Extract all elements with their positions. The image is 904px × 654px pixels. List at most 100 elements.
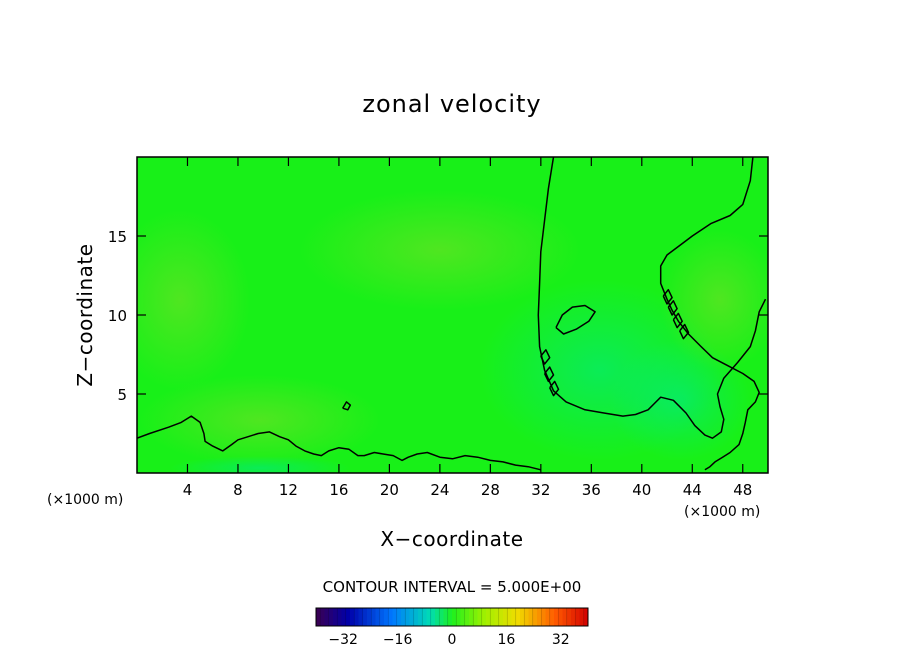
- x-tick-label: 16: [329, 481, 348, 499]
- contour-line: [679, 323, 690, 340]
- contour-line: [659, 157, 760, 471]
- colorbar-segment: [354, 608, 359, 626]
- y-tick-label: 10: [108, 307, 127, 325]
- colorbar-segment: [405, 608, 410, 626]
- field-shade: [660, 230, 768, 370]
- y-tick-label: 5: [117, 386, 127, 404]
- x-tick-label: 48: [733, 481, 752, 499]
- colorbar-segment: [566, 608, 572, 626]
- x-tick-label: 40: [632, 481, 651, 499]
- colorbar-segment: [456, 608, 461, 626]
- colorbar-segment: [396, 608, 402, 626]
- x-axis-label: X−coordinate: [380, 527, 523, 551]
- colorbar-segment: [388, 608, 393, 626]
- y-tick-label: 15: [108, 228, 127, 246]
- x-tick-label: 24: [430, 481, 449, 499]
- colorbar-segment: [367, 608, 372, 626]
- field-shade: [300, 190, 580, 310]
- colorbar-segment: [320, 608, 325, 626]
- contour-lines: [137, 157, 767, 471]
- x-unit-left: (×1000 m): [47, 492, 123, 508]
- colorbar-segment: [460, 608, 466, 626]
- contour-line: [672, 312, 683, 329]
- colorbar-segment: [447, 608, 453, 626]
- colorbar-segment: [350, 608, 355, 626]
- colorbar-segment: [345, 608, 351, 626]
- colorbar-segment: [413, 608, 419, 626]
- colorbar-segment: [469, 608, 474, 626]
- colorbar-segment: [537, 608, 542, 626]
- colorbar: [315, 607, 589, 627]
- colorbar-segment: [507, 608, 512, 626]
- colorbar-segment: [481, 608, 487, 626]
- colorbar-segment: [541, 608, 546, 626]
- colorbar-segment: [384, 608, 389, 626]
- colorbar-segment: [439, 608, 444, 626]
- colorbar-segment: [579, 608, 585, 626]
- x-tick-label: 28: [481, 481, 500, 499]
- colorbar-segment: [583, 608, 589, 626]
- contour-line: [543, 366, 555, 383]
- colorbar-tick-label: 0: [448, 632, 457, 648]
- y-axis-ticks: 5 10 15: [108, 228, 768, 404]
- colorbar-segment: [473, 608, 478, 626]
- colorbar-segment: [401, 608, 406, 626]
- colorbar-segment: [375, 608, 381, 626]
- field-shade: [137, 210, 250, 390]
- contour-line: [555, 304, 596, 335]
- x-tick-label: 36: [582, 481, 601, 499]
- colorbar-segment: [443, 608, 449, 626]
- colorbar-segment: [549, 608, 555, 626]
- colorbar-segment: [337, 608, 342, 626]
- colorbar-segment: [328, 608, 334, 626]
- contour-line: [540, 349, 551, 365]
- colorbar-segment: [477, 608, 483, 626]
- colorbar-segment: [545, 608, 551, 626]
- colorbar-segment: [379, 608, 385, 626]
- colorbar-segment: [430, 608, 436, 626]
- colorbar-segment: [362, 608, 368, 626]
- colorbar-segment: [562, 608, 568, 626]
- colorbar-ticks: −32 −16 0 16 32: [328, 632, 569, 648]
- colorbar-segment: [528, 608, 534, 626]
- contour-line: [537, 157, 767, 439]
- plot-area: [137, 157, 768, 473]
- contour-line: [662, 288, 673, 305]
- colorbar-segment: [392, 608, 398, 626]
- colorbar-segment: [558, 608, 563, 626]
- colorbar-segment: [486, 608, 491, 626]
- colorbar-segment: [520, 608, 525, 626]
- x-tick-label: 12: [279, 481, 298, 499]
- field-shade: [140, 375, 380, 465]
- colorbar-segment: [503, 608, 508, 626]
- colorbar-segment: [409, 608, 415, 626]
- colorbar-segment: [371, 608, 376, 626]
- x-unit-right: (×1000 m): [684, 504, 760, 520]
- colorbar-tick-label: 32: [552, 632, 570, 648]
- colorbar-segment: [571, 608, 576, 626]
- x-tick-label: 20: [380, 481, 399, 499]
- colorbar-segment: [464, 608, 470, 626]
- colorbar-segment: [422, 608, 427, 626]
- contour-line: [549, 380, 560, 397]
- colorbar-segment: [358, 608, 364, 626]
- colorbar-segment: [524, 608, 529, 626]
- colorbar-segment: [494, 608, 500, 626]
- colorbar-frame: [315, 607, 589, 627]
- colorbar-segment: [452, 608, 457, 626]
- contour-line: [137, 415, 541, 471]
- colorbar-segment: [515, 608, 521, 626]
- colorbar-tick-label: −16: [383, 632, 413, 648]
- colorbar-segment: [435, 608, 440, 626]
- x-tick-label: 32: [531, 481, 550, 499]
- colorbar-segment: [333, 608, 338, 626]
- field-shade: [610, 340, 750, 460]
- y-axis-label: Z−coordinate: [73, 243, 97, 386]
- colorbar-segment: [426, 608, 432, 626]
- contour-interval-label: CONTOUR INTERVAL = 5.000E+00: [323, 578, 582, 596]
- colorbar-segment: [554, 608, 559, 626]
- colorbar-segment: [324, 608, 330, 626]
- x-tick-label: 4: [183, 481, 193, 499]
- x-axis-ticks: 4 8 12 16 20 24 28 32 36 40 44 48: [183, 157, 752, 499]
